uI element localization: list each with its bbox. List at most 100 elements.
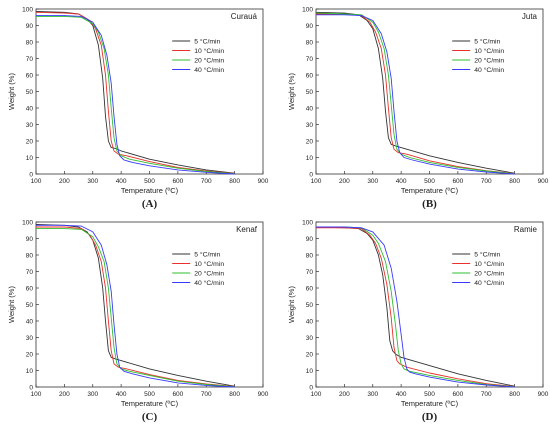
- y-axis-label: Weight (%): [287, 73, 296, 110]
- y-tick-label: 10: [26, 368, 34, 375]
- x-axis-label: Temperature (ºC): [121, 186, 179, 195]
- x-tick-label: 200: [59, 178, 70, 185]
- series-line-1: [315, 226, 515, 387]
- legend-label: 20 °C/min: [194, 269, 224, 277]
- legend-label: 5 °C/min: [474, 250, 500, 258]
- y-tick-label: 100: [302, 6, 313, 13]
- plot-frame: [35, 221, 264, 388]
- x-tick-label: 600: [452, 178, 463, 185]
- chart-panel-3: 100 200 300 400 500 600 700 800 900 0 10 20 30 40 50 60…: [7, 219, 269, 423]
- x-tick-label: 300: [367, 391, 378, 398]
- y-tick-label: 80: [26, 252, 34, 259]
- x-tick-label: 500: [144, 391, 155, 398]
- y-tick-label: 30: [306, 335, 314, 342]
- y-tick-label: 90: [26, 23, 34, 30]
- y-tick-label: 60: [26, 72, 34, 79]
- y-tick-label: 20: [306, 138, 314, 145]
- x-tick-label: 700: [201, 178, 212, 185]
- panel-title: Curauá: [231, 12, 258, 21]
- y-tick-label: 80: [306, 252, 314, 259]
- x-tick-label: 700: [481, 391, 492, 398]
- y-tick-label: 40: [306, 318, 314, 325]
- series-line-4: [316, 226, 515, 388]
- chart-panel-1: 100 200 300 400 500 600 700 800 900 0 10 20 30 40 50 60…: [7, 6, 269, 210]
- plot-frame: [35, 8, 264, 175]
- series-line-3: [316, 226, 515, 388]
- y-tick-label: 50: [306, 89, 314, 96]
- legend-label: 40 °C/min: [474, 66, 504, 74]
- chart-panel-2: 100 200 300 400 500 600 700 800 900 0 10 20 30 40 50 60…: [287, 6, 549, 210]
- x-tick-label: 400: [396, 391, 407, 398]
- series-line-2: [316, 13, 515, 174]
- y-axis-label: Weight (%): [7, 73, 16, 110]
- legend-label: 5 °C/min: [194, 37, 220, 45]
- y-tick-label: 90: [306, 236, 314, 243]
- x-tick-label: 400: [116, 178, 127, 185]
- panel-letter: (B): [422, 198, 437, 210]
- panel-letter: (A): [142, 198, 158, 210]
- x-tick-label: 900: [538, 178, 549, 185]
- y-axis-label: Weight (%): [7, 286, 16, 323]
- x-tick-label: 300: [87, 178, 98, 185]
- x-tick-label: 900: [258, 391, 269, 398]
- legend-label: 20 °C/min: [474, 56, 504, 64]
- x-tick-label: 200: [339, 391, 350, 398]
- series-line-4: [36, 15, 235, 175]
- series-line-1: [315, 11, 515, 174]
- x-tick-label: 400: [396, 178, 407, 185]
- legend-label: 20 °C/min: [194, 56, 224, 64]
- y-tick-label: 20: [26, 351, 34, 358]
- legend-label: 5 °C/min: [474, 37, 500, 45]
- x-tick-label: 200: [59, 391, 70, 398]
- panel-title: Juta: [522, 12, 538, 21]
- series-line-2: [35, 11, 235, 174]
- x-tick-label: 900: [538, 391, 549, 398]
- x-tick-label: 100: [311, 178, 322, 185]
- x-tick-label: 100: [311, 391, 322, 398]
- legend-label: 10 °C/min: [194, 260, 224, 268]
- legend-label: 10 °C/min: [474, 260, 504, 268]
- y-tick-label: 50: [26, 89, 34, 96]
- x-tick-label: 500: [144, 178, 155, 185]
- y-tick-label: 40: [306, 105, 314, 112]
- panel-letter: (D): [422, 411, 438, 423]
- panel-title: Kenaf: [236, 225, 258, 234]
- y-tick-label: 100: [22, 6, 33, 13]
- series-line-3: [36, 228, 235, 388]
- series-line-4: [36, 224, 235, 388]
- y-tick-label: 10: [306, 368, 314, 375]
- y-tick-label: 60: [306, 285, 314, 292]
- x-axis-label: Temperature (ºC): [121, 399, 179, 408]
- series-line-1: [35, 11, 235, 174]
- y-tick-label: 30: [26, 122, 34, 129]
- x-tick-label: 500: [424, 178, 435, 185]
- y-tick-label: 0: [29, 384, 33, 391]
- y-tick-label: 70: [306, 56, 314, 63]
- plot-frame: [315, 8, 544, 175]
- x-tick-label: 200: [339, 178, 350, 185]
- legend-label: 10 °C/min: [474, 47, 504, 55]
- series-line-3: [315, 12, 515, 175]
- legend-label: 40 °C/min: [194, 279, 224, 287]
- series-line-3: [36, 15, 235, 175]
- x-tick-label: 800: [229, 178, 240, 185]
- legend-label: 40 °C/min: [474, 279, 504, 287]
- y-tick-label: 40: [26, 318, 34, 325]
- y-tick-label: 20: [306, 351, 314, 358]
- x-tick-label: 300: [87, 391, 98, 398]
- panel-title: Ramie: [514, 225, 538, 234]
- y-tick-label: 80: [306, 39, 314, 46]
- x-tick-label: 900: [258, 178, 269, 185]
- x-tick-label: 600: [452, 391, 463, 398]
- series-line-1: [35, 224, 235, 387]
- legend-label: 10 °C/min: [194, 47, 224, 55]
- y-tick-label: 30: [26, 335, 34, 342]
- y-tick-label: 0: [29, 171, 33, 178]
- x-tick-label: 700: [201, 391, 212, 398]
- y-tick-label: 60: [306, 72, 314, 79]
- y-tick-label: 50: [306, 302, 314, 309]
- x-tick-label: 100: [31, 178, 42, 185]
- x-tick-label: 600: [172, 178, 183, 185]
- x-tick-label: 600: [172, 391, 183, 398]
